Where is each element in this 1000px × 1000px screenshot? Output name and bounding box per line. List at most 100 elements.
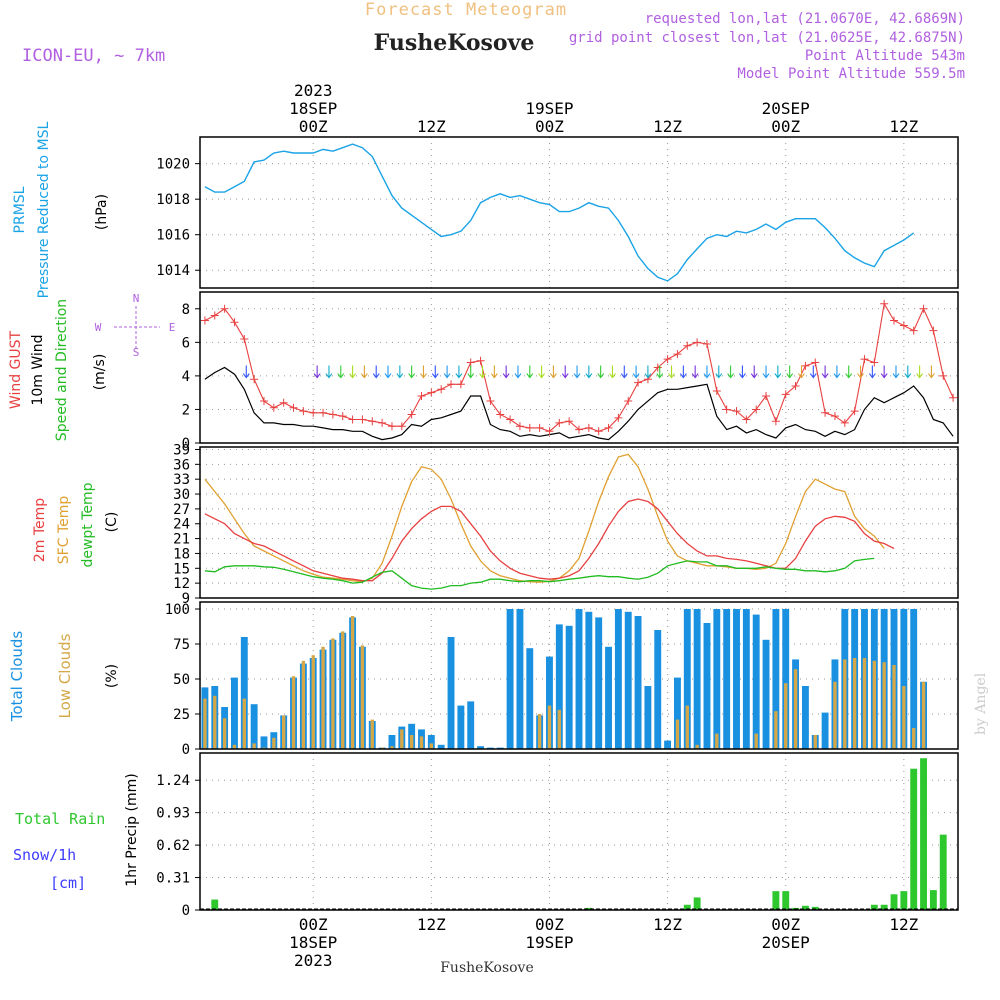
gust-marker xyxy=(368,417,377,426)
low-cloud-bar xyxy=(390,746,394,749)
wind-panel: 0 2 4 6 8 Wind GUST 10m Wind Speed and Directio… xyxy=(8,291,959,452)
time-label-top: 12Z xyxy=(889,117,918,136)
footer-location: FusheKosove xyxy=(440,960,534,976)
low-cloud-bar xyxy=(400,729,404,749)
wind-direction-arrow xyxy=(538,365,546,379)
gust-marker xyxy=(712,386,721,395)
y-tick-label: 33 xyxy=(173,472,190,488)
gust-marker xyxy=(870,358,879,367)
low-cloud-bar xyxy=(892,665,896,749)
gust-marker xyxy=(397,422,406,431)
low-cloud-bar xyxy=(843,659,847,749)
y-tick-label: 18 xyxy=(173,546,190,562)
y-tick-label: 25 xyxy=(173,707,190,723)
low-cloud-bar xyxy=(370,719,374,749)
gust-marker xyxy=(584,423,593,432)
gust-marker xyxy=(604,423,613,432)
gust-marker xyxy=(309,408,318,417)
gust-marker xyxy=(771,417,780,426)
gust-marker xyxy=(860,355,869,364)
gust-marker xyxy=(427,388,436,397)
wind-direction-arrow xyxy=(302,366,308,378)
gust-marker xyxy=(259,397,268,406)
clouds-panel: 0 25 50 75 100 Total Clouds Low Clouds (%) xyxy=(8,601,959,758)
wind-direction-arrow xyxy=(242,365,250,379)
wind-direction-arrow xyxy=(467,365,475,379)
total-cloud-bar xyxy=(900,609,908,749)
y-tick-label: 0 xyxy=(182,742,190,758)
wind-direction-arrow xyxy=(514,365,522,379)
wind-direction-arrow xyxy=(443,365,451,379)
low-cloud-bar xyxy=(409,735,414,749)
total-cloud-bar xyxy=(605,646,612,749)
y-tick-label: 21 xyxy=(173,532,190,548)
panel-frame xyxy=(199,136,959,289)
gust-marker xyxy=(919,304,928,313)
gust-marker xyxy=(653,363,662,372)
gust-marker xyxy=(535,423,544,432)
gust-marker xyxy=(929,326,938,335)
time-label-bottom: 12Z xyxy=(653,915,682,934)
gust-marker xyxy=(466,358,475,367)
gust-marker xyxy=(269,403,278,412)
gust-marker xyxy=(338,412,347,421)
rain-bar xyxy=(585,907,593,910)
y-tick-label: 0.62 xyxy=(156,838,190,854)
model-altitude: Model Point Altitude 559.5m xyxy=(737,66,965,82)
y-tick-label: 6 xyxy=(182,335,190,351)
temp-2m-line xyxy=(204,498,895,582)
pressure-unit: (hPa) xyxy=(94,194,110,230)
gust-marker xyxy=(890,316,899,325)
low-cloud-bar xyxy=(793,669,798,749)
wind-unit: (m/s) xyxy=(92,354,108,391)
low-cloud-bar xyxy=(291,676,296,749)
gust-marker xyxy=(299,407,308,416)
rain-bar xyxy=(693,897,701,910)
time-label-bottom: 20SEP xyxy=(762,933,810,952)
low-cloud-bar xyxy=(675,719,680,749)
wind-direction-arrow xyxy=(632,365,640,379)
wind-direction-arrow xyxy=(279,366,285,378)
total-cloud-bar xyxy=(703,623,711,749)
wind-direction-arrow xyxy=(809,365,817,379)
wind-direction-arrow xyxy=(644,365,652,379)
wind-speed-line xyxy=(204,366,954,441)
snow-unit: [cm] xyxy=(50,874,86,892)
rain-bar xyxy=(811,906,819,910)
low-cloud-bar xyxy=(331,638,335,749)
gust-marker xyxy=(594,427,603,436)
total-cloud-bar xyxy=(634,616,642,749)
pressure-label: PRMSL xyxy=(12,186,28,233)
time-label-top: 00Z xyxy=(771,117,800,136)
gust-marker xyxy=(575,425,583,434)
gust-marker xyxy=(565,417,574,426)
total-cloud-bar xyxy=(614,609,622,749)
gust-marker xyxy=(702,340,711,349)
total-cloud-bar xyxy=(467,701,475,749)
gust-marker xyxy=(801,361,810,370)
y-tick-label: 50 xyxy=(173,672,190,688)
total-cloud-bar xyxy=(388,735,396,749)
y-tick-label: 4 xyxy=(182,369,190,385)
gust-marker xyxy=(555,418,564,427)
low-cloud-bar xyxy=(429,743,434,749)
gust-marker xyxy=(456,380,465,389)
gust-marker xyxy=(319,408,328,417)
time-label-top: 00Z xyxy=(535,117,564,136)
gust-marker xyxy=(663,355,672,364)
low-cloud-bar xyxy=(902,686,906,749)
gust-marker xyxy=(781,390,790,399)
y-tick-label: 0.31 xyxy=(156,871,190,887)
credit: by Angel xyxy=(973,672,989,735)
total-cloud-bar xyxy=(664,740,672,749)
time-label-bottom: 12Z xyxy=(889,915,918,934)
point-altitude: Point Altitude 543m xyxy=(805,48,965,64)
total-cloud-bar xyxy=(693,609,701,749)
total-cloud-bar xyxy=(477,746,485,749)
wind-direction-arrow xyxy=(408,365,416,379)
wind-label: 10m Wind xyxy=(30,334,46,405)
rain-bar xyxy=(683,904,691,910)
wind-direction-arrow xyxy=(561,365,569,379)
